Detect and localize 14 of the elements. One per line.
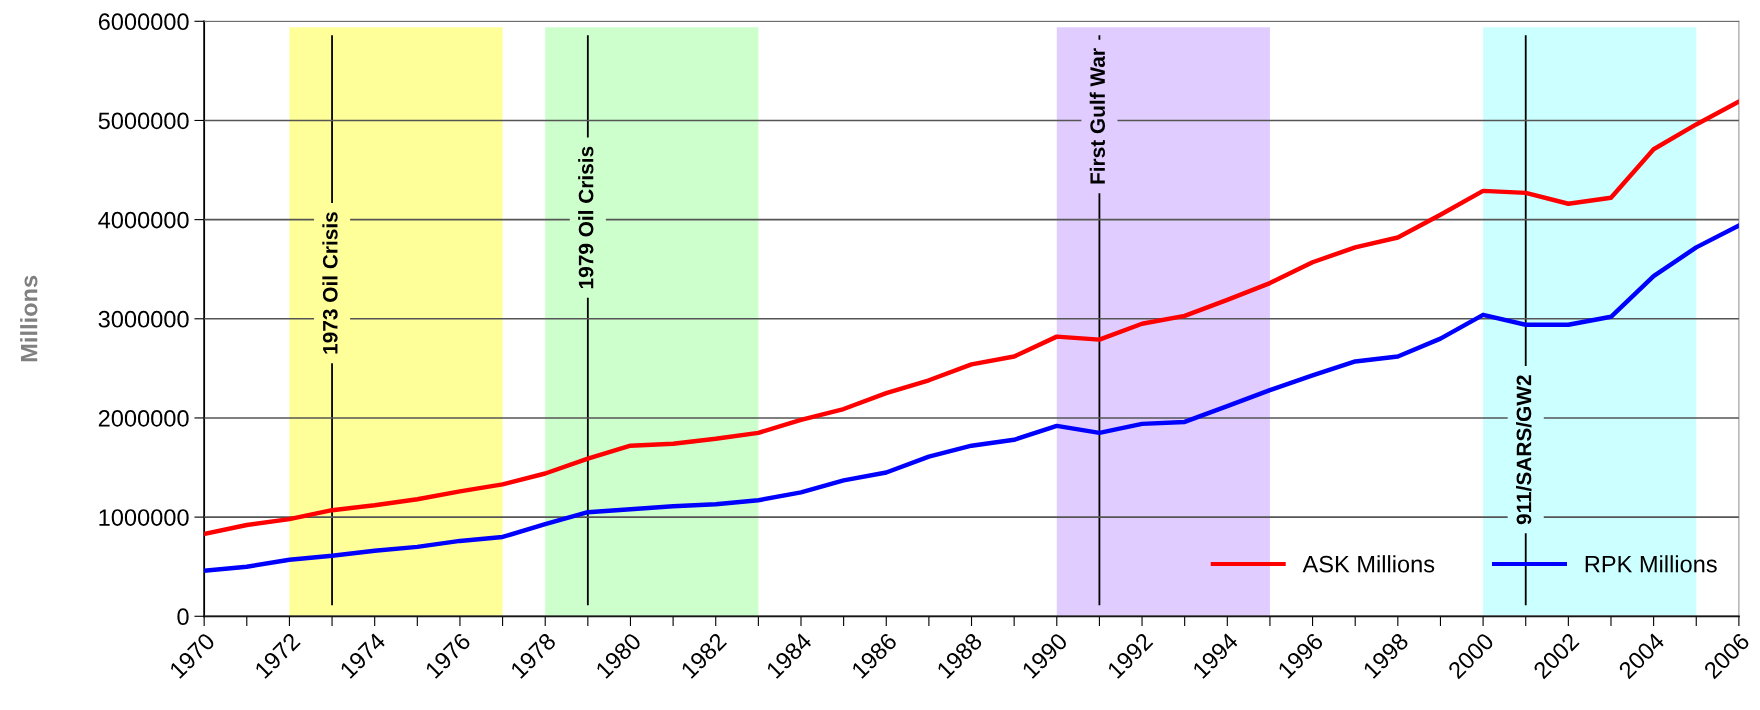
y-tick-label: 3000000 <box>98 310 189 328</box>
y-tick-label: 0 <box>177 608 189 626</box>
ref-line-label: 1979 Oil Crisis <box>578 146 594 289</box>
ref-line-label: 911/SARS/GW2 <box>1516 375 1532 525</box>
ref-line-label: 1973 Oil Crisis <box>322 212 338 354</box>
ref-line-label: First Gulf War <box>1089 48 1106 184</box>
y-tick-label: 5000000 <box>98 112 189 130</box>
y-tick-label: 6000000 <box>98 13 189 31</box>
y-tick-label: 2000000 <box>98 410 189 427</box>
y-axis-title: Millions <box>20 275 38 362</box>
y-tick-label: 1000000 <box>99 509 189 526</box>
legend-label: ASK Millions <box>1302 555 1435 573</box>
y-tick-label: 4000000 <box>98 211 189 229</box>
legend-label: RPK Millions <box>1585 555 1717 573</box>
